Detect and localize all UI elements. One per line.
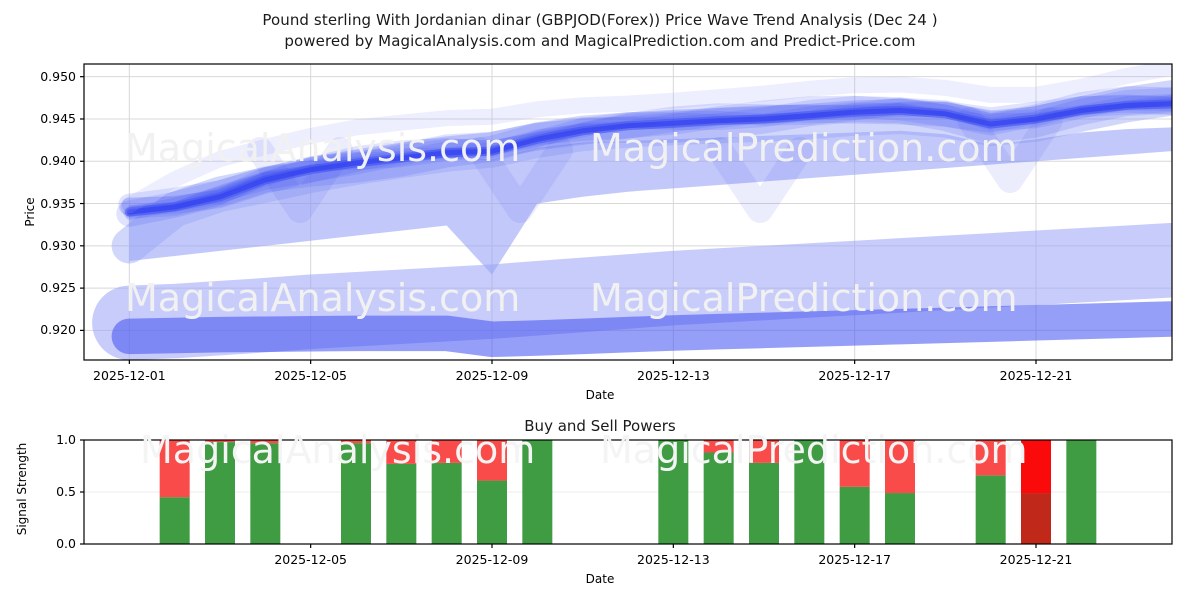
signal-xtick-2025-12-05: 2025-12-05 bbox=[274, 552, 347, 567]
price-xtick-2025-12-13: 2025-12-13 bbox=[637, 368, 710, 383]
bar-buy-2025-12-13 bbox=[658, 440, 689, 544]
bar-sell-2025-12-08 bbox=[431, 440, 462, 463]
bar-sell-2025-12-04 bbox=[250, 440, 281, 444]
bar-buy-2025-12-15 bbox=[749, 462, 779, 544]
signal-xtick-2025-12-09: 2025-12-09 bbox=[455, 552, 529, 567]
bar-buy-2025-12-21 bbox=[1021, 493, 1051, 544]
bar-buy-2025-12-07 bbox=[386, 463, 417, 544]
buy-sell-bars bbox=[159, 440, 1097, 544]
price-ytick-0.950: 0.950 bbox=[40, 68, 76, 84]
bar-sell-2025-12-06 bbox=[341, 440, 371, 444]
bar-buy-2025-12-02 bbox=[159, 497, 190, 544]
bar-sell-2025-12-17 bbox=[839, 440, 870, 487]
title-line-1: Pound sterling With Jordanian dinar (GBP… bbox=[262, 11, 938, 29]
price-xtick-2025-12-21: 2025-12-21 bbox=[999, 368, 1073, 383]
bar-sell-2025-12-02 bbox=[159, 440, 190, 498]
bar-sell-2025-12-20 bbox=[975, 440, 1006, 476]
bars-xaxis-label: Date bbox=[585, 572, 615, 586]
bar-sell-2025-12-15 bbox=[749, 440, 779, 463]
buy-sell-powers-title: Buy and Sell Powers bbox=[524, 417, 676, 435]
price-axis-ticks bbox=[80, 76, 1037, 364]
price-plot-border bbox=[83, 63, 1173, 361]
bar-buy-2025-12-06 bbox=[341, 443, 371, 544]
bar-sell-2025-12-07 bbox=[386, 440, 417, 464]
price-ytick-0.920: 0.920 bbox=[40, 322, 76, 338]
bar-sell-2025-12-18 bbox=[885, 440, 915, 494]
bar-sell-2025-12-09 bbox=[477, 440, 507, 481]
bar-sell-2025-12-03 bbox=[205, 440, 235, 443]
bar-buy-2025-12-14 bbox=[703, 452, 734, 544]
price-ytick-0.940: 0.940 bbox=[40, 153, 76, 169]
bar-buy-2025-12-10 bbox=[522, 440, 553, 544]
signal-ytick-0.5: 0.5 bbox=[56, 484, 76, 499]
signal-ytick-0.0: 0.0 bbox=[56, 536, 76, 551]
figure-title: Pound sterling With Jordanian dinar (GBP… bbox=[0, 10, 1200, 52]
price-wave-bands bbox=[92, 64, 1172, 360]
signal-xtick-2025-12-21: 2025-12-21 bbox=[999, 552, 1073, 567]
bar-buy-2025-12-20 bbox=[975, 475, 1006, 544]
bar-buy-2025-12-08 bbox=[431, 462, 462, 544]
signal-xtick-2025-12-13: 2025-12-13 bbox=[637, 552, 710, 567]
bar-buy-2025-12-04 bbox=[250, 443, 281, 544]
price-ytick-0.930: 0.930 bbox=[40, 237, 76, 253]
signal-xtick-2025-12-17: 2025-12-17 bbox=[818, 552, 891, 567]
bar-sell-2025-12-21 bbox=[1021, 440, 1051, 494]
price-xtick-2025-12-05: 2025-12-05 bbox=[274, 368, 347, 383]
price-ytick-0.945: 0.945 bbox=[40, 110, 76, 126]
bar-buy-2025-12-03 bbox=[205, 442, 235, 544]
bar-buy-2025-12-22 bbox=[1066, 440, 1097, 544]
title-line-2: powered by MagicalAnalysis.com and Magic… bbox=[284, 32, 916, 50]
signal-ytick-1.0: 1.0 bbox=[56, 432, 76, 447]
price-xtick-2025-12-09: 2025-12-09 bbox=[455, 368, 529, 383]
bar-sell-2025-12-14 bbox=[703, 440, 734, 453]
price-ytick-0.925: 0.925 bbox=[40, 280, 76, 296]
bars-axis-ticks bbox=[80, 439, 1037, 548]
price-ytick-0.935: 0.935 bbox=[40, 195, 76, 211]
bar-buy-2025-12-17 bbox=[839, 486, 870, 544]
price-xaxis-label: Date bbox=[585, 388, 615, 402]
bar-buy-2025-12-09 bbox=[477, 480, 507, 544]
price-xtick-2025-12-17: 2025-12-17 bbox=[818, 368, 891, 383]
bar-buy-2025-12-16 bbox=[794, 440, 825, 544]
bar-buy-2025-12-18 bbox=[885, 493, 915, 544]
price-xtick-2025-12-01: 2025-12-01 bbox=[93, 368, 166, 383]
